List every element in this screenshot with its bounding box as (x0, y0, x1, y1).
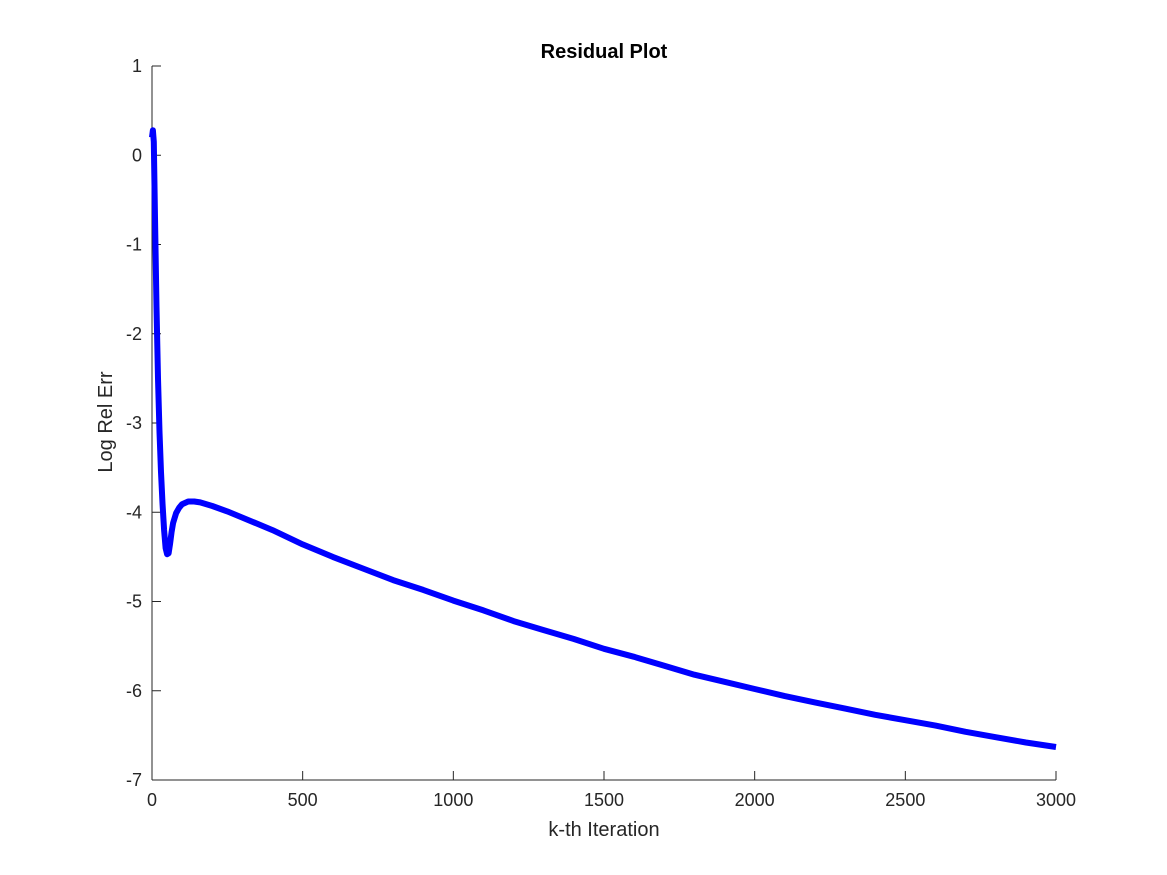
x-tick-label: 500 (288, 790, 318, 810)
x-tick-label: 0 (147, 790, 157, 810)
plot-axes (151, 66, 1056, 781)
series-line (149, 127, 1057, 750)
x-tick-label: 2000 (735, 790, 775, 810)
y-tick-label: -7 (126, 770, 142, 790)
x-tick-label: 2500 (885, 790, 925, 810)
y-tick-label: -3 (126, 413, 142, 433)
y-tick-label: -5 (126, 592, 142, 612)
x-tick-label: 1000 (433, 790, 473, 810)
chart-title: Residual Plot (541, 41, 668, 63)
y-tick-label: 0 (132, 145, 142, 165)
y-tick-label: -4 (126, 502, 142, 522)
x-axis-label: k-th Iteration (548, 819, 659, 841)
y-tick-label: -6 (126, 681, 142, 701)
y-tick-label: -2 (126, 324, 142, 344)
series-layer (149, 127, 1057, 750)
y-axis-label: Log Rel Err (95, 371, 117, 472)
x-tick-label: 1500 (584, 790, 624, 810)
x-ticks: 0 500 1000 1500 2000 2500 3000 (147, 771, 1076, 810)
y-tick-label: -1 (126, 235, 142, 255)
y-tick-label: 1 (132, 56, 142, 76)
x-tick-label: 3000 (1036, 790, 1076, 810)
